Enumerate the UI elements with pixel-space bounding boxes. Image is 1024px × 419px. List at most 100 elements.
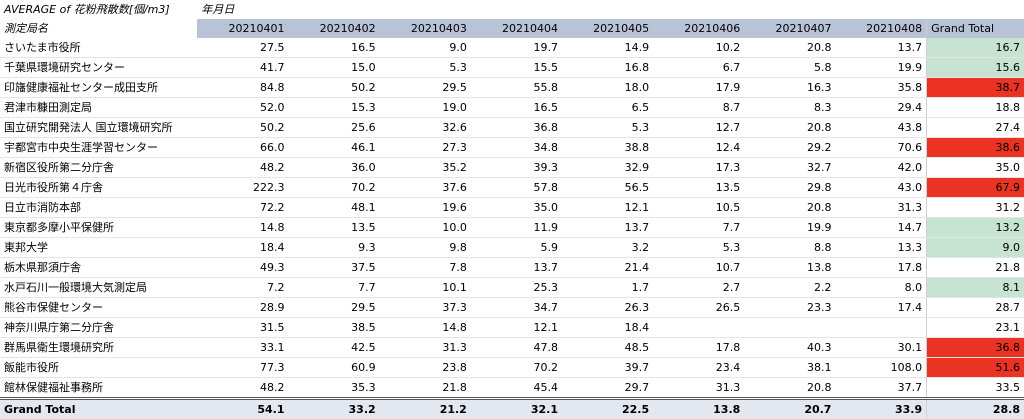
value-cell[interactable]: 108.0	[835, 358, 926, 378]
value-cell[interactable]: 8.0	[835, 278, 926, 298]
value-cell[interactable]: 1.7	[562, 278, 653, 298]
value-cell[interactable]: 19.9	[835, 58, 926, 78]
value-cell[interactable]: 72.2	[197, 198, 288, 218]
station-name-cell[interactable]: 東邦大学	[0, 238, 197, 258]
value-cell[interactable]: 9.0	[380, 38, 471, 58]
value-cell[interactable]: 42.5	[289, 338, 380, 358]
value-cell[interactable]: 222.3	[197, 178, 288, 198]
column-header-date[interactable]: 20210402	[289, 19, 380, 38]
value-cell[interactable]: 7.7	[653, 218, 744, 238]
value-cell[interactable]: 6.7	[653, 58, 744, 78]
value-cell[interactable]: 36.0	[289, 158, 380, 178]
value-cell[interactable]: 29.4	[835, 98, 926, 118]
value-cell[interactable]: 45.4	[471, 378, 562, 399]
value-cell[interactable]: 55.8	[471, 78, 562, 98]
value-cell[interactable]: 23.4	[653, 358, 744, 378]
value-cell[interactable]: 2.7	[653, 278, 744, 298]
value-cell[interactable]: 14.7	[835, 218, 926, 238]
station-name-cell[interactable]: 国立研究開発法人 国立環境研究所	[0, 118, 197, 138]
value-cell[interactable]: 15.3	[289, 98, 380, 118]
value-cell[interactable]: 37.7	[835, 378, 926, 399]
grand-total-value-cell[interactable]: 21.2	[380, 399, 471, 419]
value-cell[interactable]: 20.8	[744, 38, 835, 58]
value-cell[interactable]: 26.3	[562, 298, 653, 318]
row-header-label[interactable]: 測定局名	[0, 19, 197, 38]
grand-total-cell[interactable]: 21.8	[927, 258, 1024, 278]
value-cell[interactable]: 17.8	[835, 258, 926, 278]
station-name-cell[interactable]: 神奈川県庁第二分庁舎	[0, 318, 197, 338]
station-name-cell[interactable]: 印旛健康福祉センター成田支所	[0, 78, 197, 98]
value-cell[interactable]: 5.9	[471, 238, 562, 258]
value-cell[interactable]: 2.2	[744, 278, 835, 298]
grand-total-row-label[interactable]: Grand Total	[0, 399, 197, 419]
value-cell[interactable]: 42.0	[835, 158, 926, 178]
value-cell[interactable]: 39.7	[562, 358, 653, 378]
value-cell[interactable]: 50.2	[289, 78, 380, 98]
column-header-date[interactable]: 20210404	[471, 19, 562, 38]
value-cell[interactable]: 21.8	[380, 378, 471, 399]
value-cell[interactable]: 13.7	[562, 218, 653, 238]
grand-total-cell[interactable]: 15.6	[927, 58, 1024, 78]
value-cell[interactable]: 10.5	[653, 198, 744, 218]
value-cell[interactable]: 35.0	[471, 198, 562, 218]
value-cell[interactable]: 27.5	[197, 38, 288, 58]
value-cell[interactable]: 16.5	[471, 98, 562, 118]
grand-total-value-cell[interactable]: 13.8	[653, 399, 744, 419]
column-header-date[interactable]: 20210408	[835, 19, 926, 38]
value-cell[interactable]: 37.5	[289, 258, 380, 278]
value-cell[interactable]: 17.9	[653, 78, 744, 98]
value-cell[interactable]: 31.3	[380, 338, 471, 358]
station-name-cell[interactable]: 飯能市役所	[0, 358, 197, 378]
value-cell[interactable]: 23.3	[744, 298, 835, 318]
overall-grand-total-cell[interactable]: 28.8	[927, 399, 1024, 419]
value-cell[interactable]: 12.1	[562, 198, 653, 218]
value-cell[interactable]: 70.6	[835, 138, 926, 158]
grand-total-cell[interactable]: 51.6	[927, 358, 1024, 378]
column-header-date[interactable]: 20210403	[380, 19, 471, 38]
value-cell[interactable]: 6.5	[562, 98, 653, 118]
value-cell[interactable]: 35.8	[835, 78, 926, 98]
value-cell[interactable]: 32.9	[562, 158, 653, 178]
value-cell[interactable]: 8.3	[744, 98, 835, 118]
value-cell[interactable]: 34.8	[471, 138, 562, 158]
value-cell[interactable]: 12.7	[653, 118, 744, 138]
station-name-cell[interactable]: 日立市消防本部	[0, 198, 197, 218]
value-cell[interactable]: 10.1	[380, 278, 471, 298]
value-cell[interactable]: 19.0	[380, 98, 471, 118]
value-cell[interactable]: 11.9	[471, 218, 562, 238]
grand-total-cell[interactable]: 31.2	[927, 198, 1024, 218]
value-cell[interactable]: 14.8	[197, 218, 288, 238]
value-cell[interactable]: 7.7	[289, 278, 380, 298]
station-name-cell[interactable]: 新宿区役所第二分庁舎	[0, 158, 197, 178]
grand-total-cell[interactable]: 35.0	[927, 158, 1024, 178]
grand-total-cell[interactable]: 38.6	[927, 138, 1024, 158]
grand-total-cell[interactable]: 33.5	[927, 378, 1024, 399]
value-cell[interactable]: 38.8	[562, 138, 653, 158]
value-cell[interactable]: 13.7	[471, 258, 562, 278]
value-cell[interactable]: 48.2	[197, 158, 288, 178]
station-name-cell[interactable]: 宇都宮市中央生涯学習センター	[0, 138, 197, 158]
column-header-date[interactable]: 20210401	[197, 19, 288, 38]
value-cell[interactable]	[744, 318, 835, 338]
value-cell[interactable]: 41.7	[197, 58, 288, 78]
grand-total-value-cell[interactable]: 22.5	[562, 399, 653, 419]
value-cell[interactable]: 48.5	[562, 338, 653, 358]
value-cell[interactable]: 49.3	[197, 258, 288, 278]
value-cell[interactable]: 7.2	[197, 278, 288, 298]
grand-total-cell[interactable]: 67.9	[927, 178, 1024, 198]
value-cell[interactable]: 38.1	[744, 358, 835, 378]
value-cell[interactable]: 30.1	[835, 338, 926, 358]
value-cell[interactable]: 16.3	[744, 78, 835, 98]
value-cell[interactable]: 31.3	[835, 198, 926, 218]
value-cell[interactable]: 47.8	[471, 338, 562, 358]
value-cell[interactable]: 56.5	[562, 178, 653, 198]
station-name-cell[interactable]: 群馬県衛生環境研究所	[0, 338, 197, 358]
grand-total-value-cell[interactable]: 33.2	[289, 399, 380, 419]
value-cell[interactable]: 36.8	[471, 118, 562, 138]
value-cell[interactable]: 37.3	[380, 298, 471, 318]
grand-total-value-cell[interactable]: 33.9	[835, 399, 926, 419]
station-name-cell[interactable]: 千葉県環境研究センター	[0, 58, 197, 78]
value-cell[interactable]: 13.3	[835, 238, 926, 258]
value-cell[interactable]: 29.5	[380, 78, 471, 98]
value-cell[interactable]: 34.7	[471, 298, 562, 318]
